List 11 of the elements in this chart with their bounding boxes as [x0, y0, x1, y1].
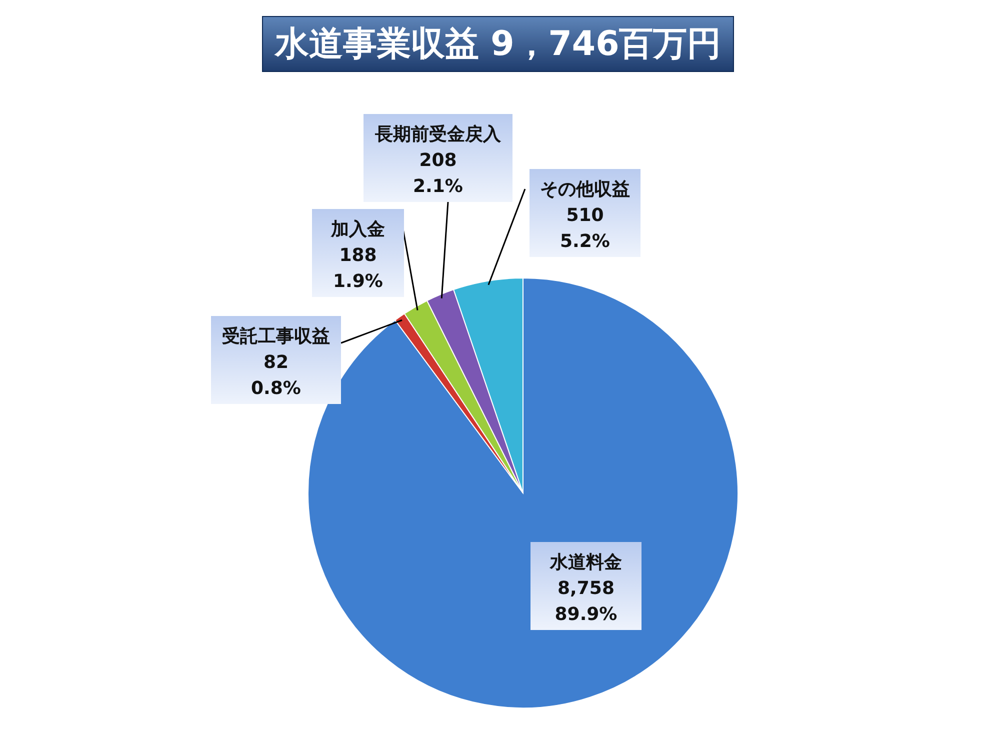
data-label: 208 2.1%: [413, 150, 463, 197]
slice-label: その他収益: [540, 179, 630, 200]
slice-label: 水道料金: [549, 552, 622, 573]
data-label: 510 5.2%: [560, 205, 610, 252]
data-label: 82 0.8%: [251, 352, 301, 399]
slice-label: 長期前受金戻入: [374, 124, 502, 145]
data-label: 188 1.9%: [333, 245, 383, 292]
slice-label: 加入金: [330, 219, 385, 240]
slice-label: 受託工事収益: [222, 326, 330, 347]
chart-title: 水道事業収益 9，746百万円: [262, 16, 734, 72]
data-label: 8,758 89.9%: [554, 578, 618, 625]
